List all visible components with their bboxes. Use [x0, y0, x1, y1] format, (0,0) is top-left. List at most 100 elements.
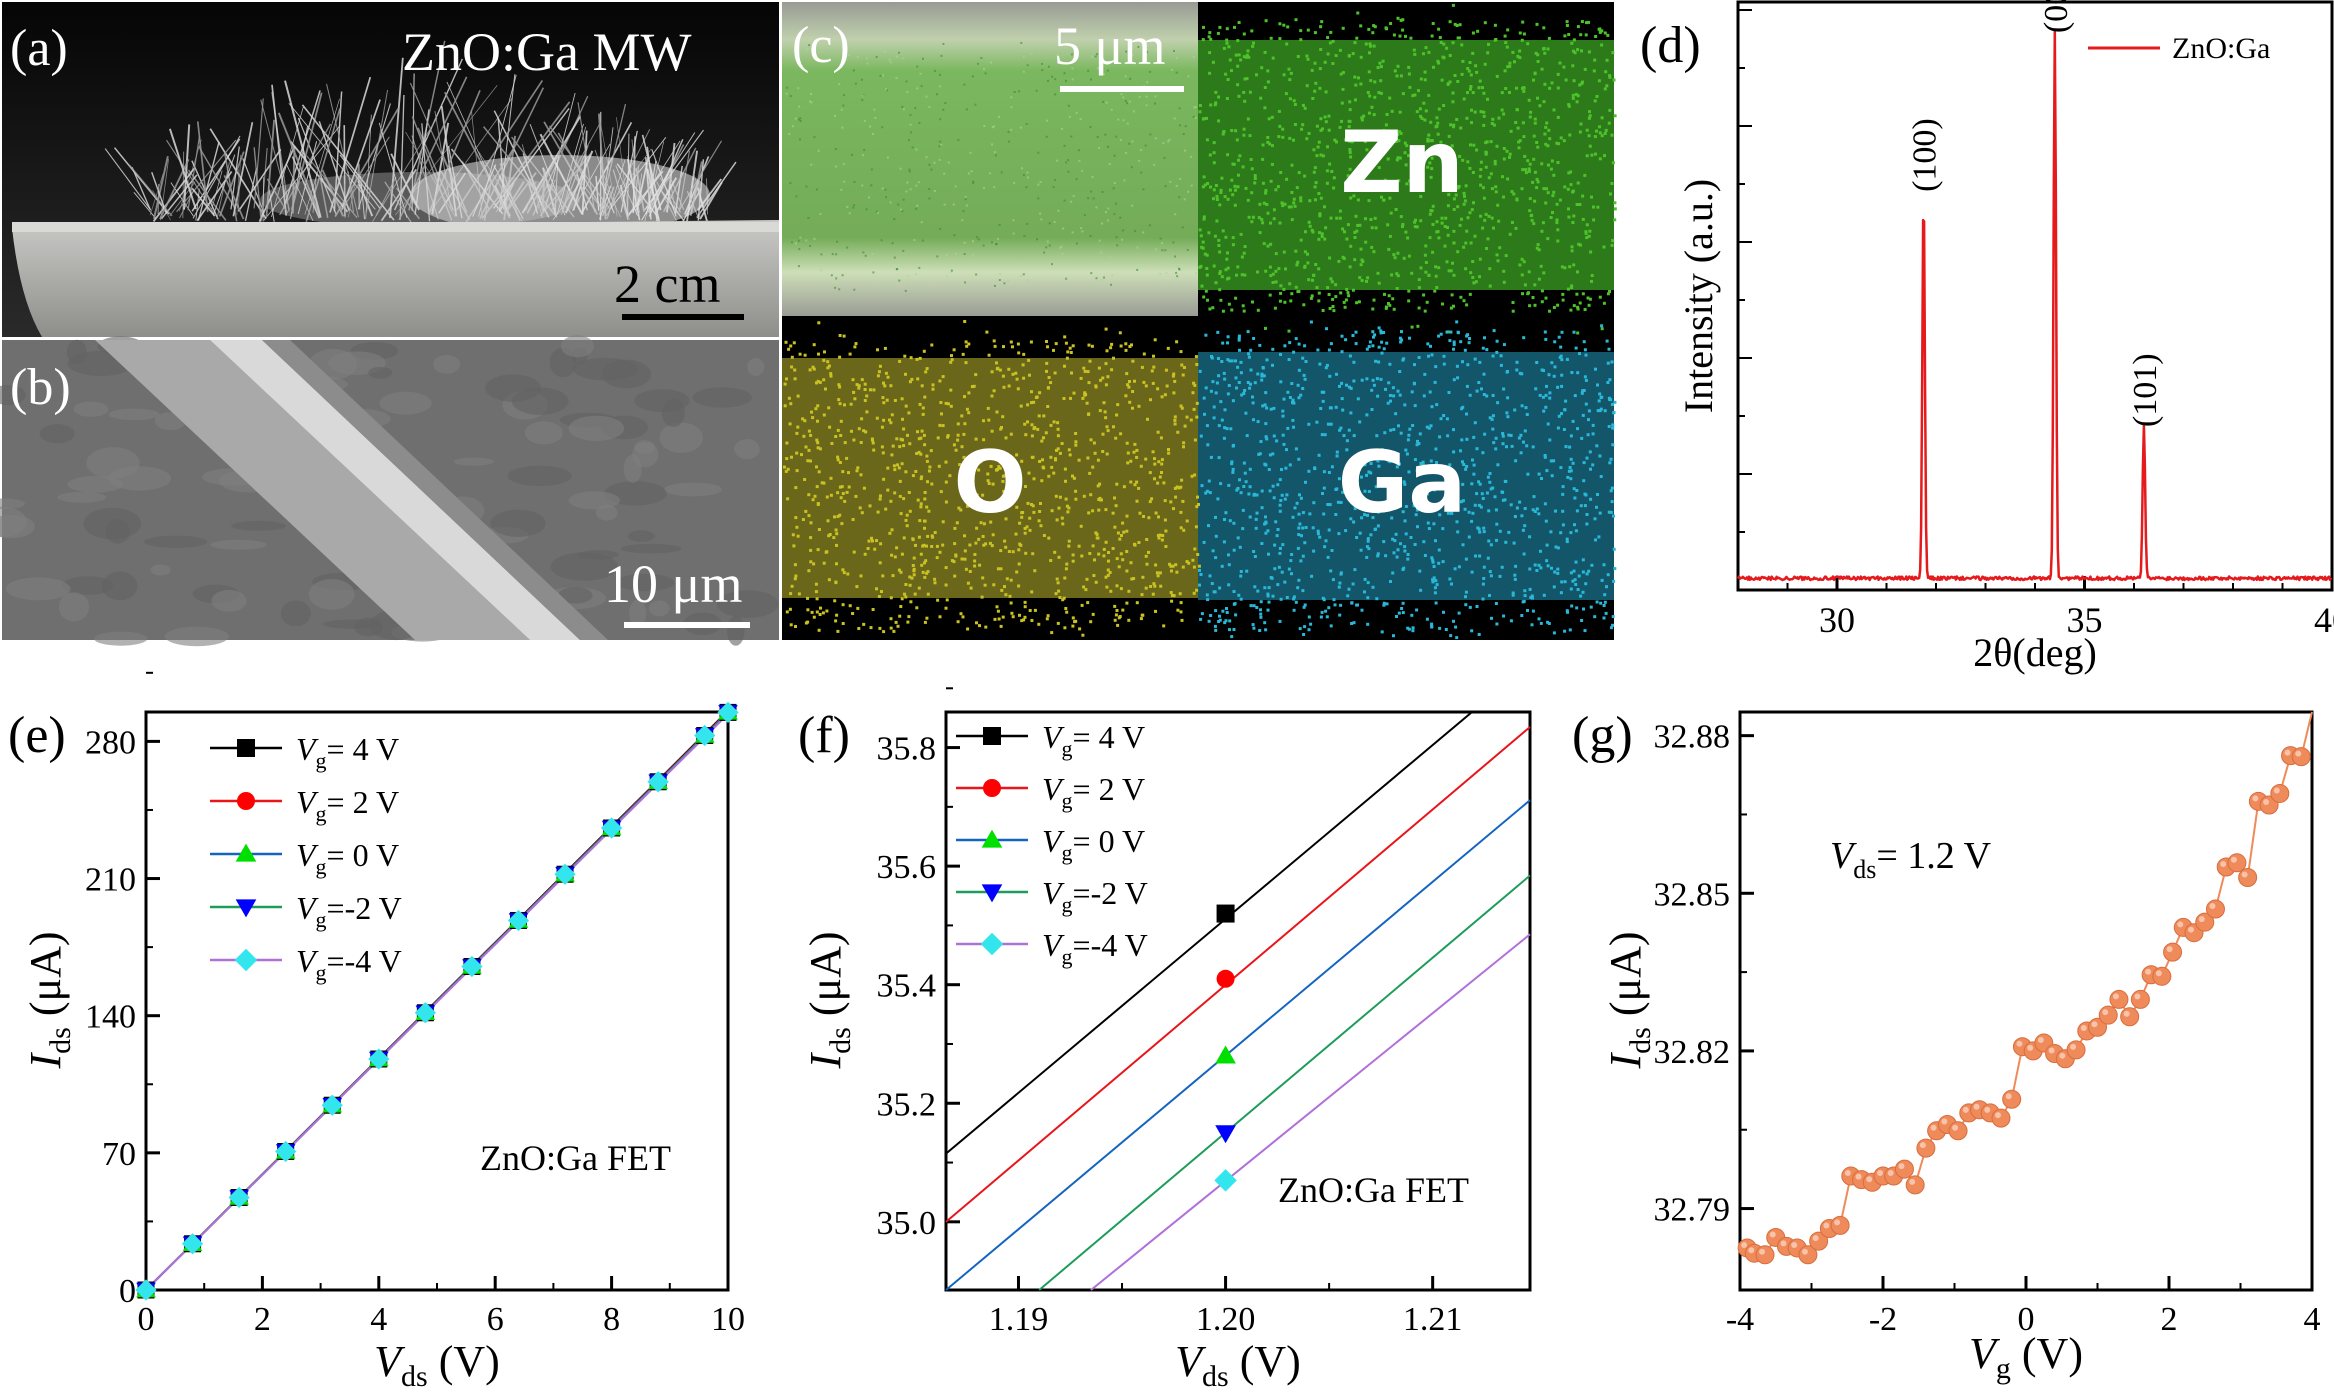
eds-dot [878, 364, 882, 368]
eds-dot [1465, 384, 1469, 388]
eds-dot [1218, 618, 1222, 622]
overlay-dot [1020, 41, 1023, 44]
eds-dot [1192, 591, 1196, 595]
eds-dot [1341, 408, 1345, 412]
eds-dot [1585, 522, 1589, 526]
eds-dot [822, 481, 826, 485]
eds-dot [990, 429, 994, 433]
eds-dot [1104, 383, 1108, 387]
eds-dot [1572, 330, 1576, 334]
eds-dot [1487, 509, 1491, 513]
eds-dot [1225, 611, 1229, 614]
eds-dot [1368, 111, 1371, 115]
marker-diamond [717, 701, 739, 724]
eds-dot [1560, 330, 1564, 334]
eds-dot [978, 624, 981, 628]
eds-dot [1294, 249, 1298, 253]
eds-dot [1172, 391, 1176, 395]
eds-dot [965, 344, 969, 348]
marker-diamond [234, 948, 258, 972]
eds-dot [1587, 569, 1591, 573]
eds-dot [1399, 74, 1403, 78]
overlay-dot [1052, 186, 1055, 189]
eds-dot [1610, 500, 1614, 504]
eds-dot [816, 419, 819, 423]
eds-dot [1613, 400, 1617, 404]
substrate-blob [231, 520, 286, 531]
eds-dot [1022, 352, 1026, 356]
eds-dot [1282, 73, 1286, 77]
eds-dot [1598, 409, 1602, 413]
eds-dot [818, 613, 822, 616]
eds-dot [1398, 110, 1402, 114]
eds-dot [1233, 602, 1237, 606]
panel-a-scalebar-label: 2 cm [614, 254, 720, 314]
eds-dot [1307, 422, 1311, 426]
overlay-dot [1101, 222, 1103, 225]
point-highlight [1812, 1235, 1819, 1242]
eds-dot [1576, 48, 1580, 52]
eds-dot [793, 577, 797, 581]
overlay-dot [1039, 181, 1042, 183]
eds-dot [1293, 103, 1297, 106]
eds-dot [1571, 93, 1575, 97]
eds-dot [1566, 187, 1570, 191]
overlay-dot [799, 120, 802, 122]
overlay-dot [885, 196, 888, 199]
overlay-dot [953, 234, 956, 237]
overlay-dot [997, 237, 1000, 240]
eds-dot [1356, 11, 1360, 15]
eds-dot [1257, 452, 1261, 456]
eds-dot [1144, 554, 1148, 558]
eds-dot [1252, 626, 1256, 630]
eds-dot [1227, 276, 1231, 280]
eds-dot [1260, 218, 1264, 221]
eds-dot [1540, 300, 1544, 304]
eds-dot [1451, 3, 1455, 7]
eds-dot [1335, 216, 1339, 220]
eds-dot [1410, 271, 1414, 275]
eds-dot [1465, 116, 1469, 120]
eds-dot [1214, 556, 1218, 560]
eds-dot [1574, 346, 1578, 350]
eds-dot [1086, 370, 1090, 374]
eds-dot [1569, 308, 1573, 312]
eds-dot [862, 429, 866, 433]
eds-dot [1367, 199, 1371, 203]
eds-dot [794, 574, 798, 578]
eds-dot [1033, 608, 1037, 612]
eds-dot [979, 460, 983, 464]
eds-dot [1256, 589, 1260, 593]
eds-dot [963, 557, 967, 561]
eds-dot [1520, 273, 1524, 277]
overlay-dot [792, 125, 794, 128]
substrate-blob [727, 615, 745, 646]
fiber [238, 154, 241, 212]
eds-dot [1243, 471, 1247, 475]
eds-dot [1297, 533, 1301, 537]
eds-dot [860, 417, 864, 421]
eds-dot [1449, 634, 1453, 638]
eds-dot [1478, 79, 1482, 83]
eds-dot [1428, 236, 1432, 240]
eds-dot [1354, 169, 1358, 173]
overlay-dot [1194, 106, 1197, 108]
eds-dot [1317, 291, 1321, 295]
eds-dot [1365, 148, 1369, 152]
eds-dot [815, 438, 819, 442]
eds-dot [1261, 181, 1265, 185]
eds-dot [1394, 503, 1398, 507]
eds-dot [1209, 103, 1213, 107]
eds-dot [1278, 124, 1282, 128]
overlay-dot [977, 62, 979, 65]
point-highlight [2005, 1093, 2012, 1100]
eds-dot [1330, 465, 1334, 469]
y-tick-label: 280 [85, 724, 136, 761]
eds-dot [1510, 221, 1514, 224]
eds-dot [1485, 394, 1489, 398]
eds-dot [1197, 564, 1201, 568]
eds-dot [1389, 188, 1393, 192]
eds-dot [1354, 330, 1358, 334]
eds-dot [1452, 183, 1456, 187]
eds-dot [1526, 292, 1530, 296]
